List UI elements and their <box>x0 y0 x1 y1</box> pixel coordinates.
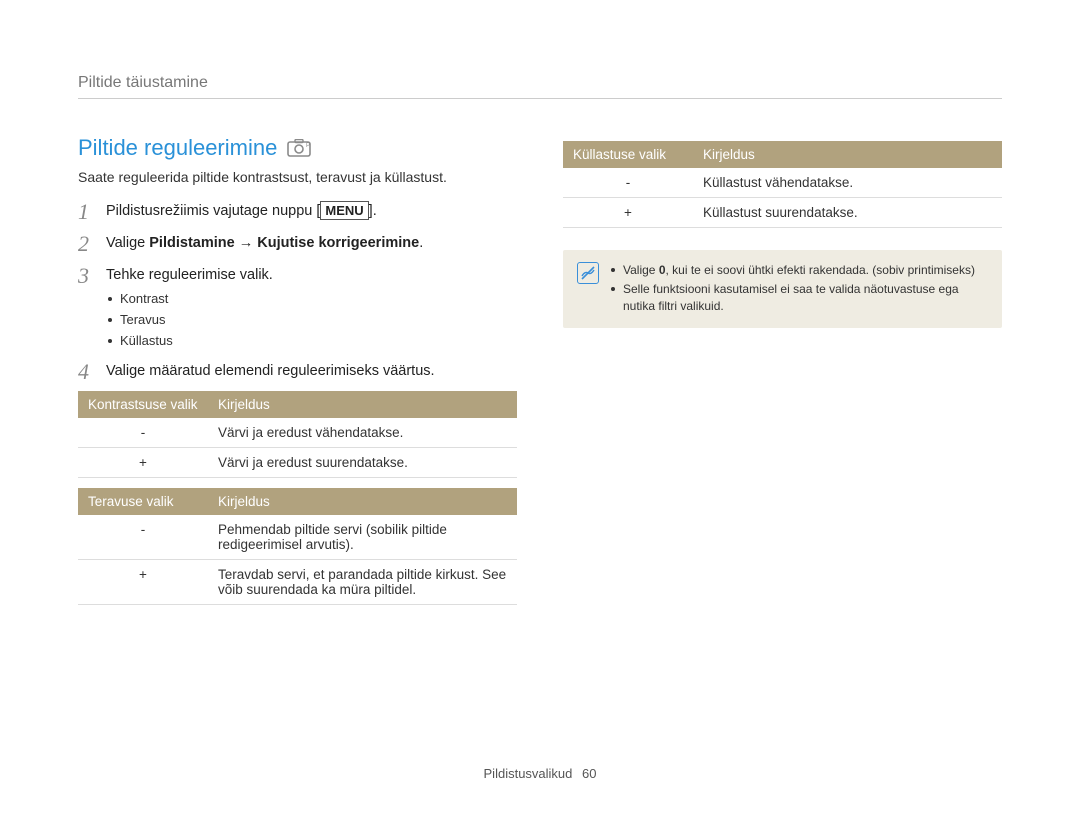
section-title: Piltide reguleerimine <box>78 135 277 161</box>
page-number: 60 <box>582 766 596 781</box>
section-title-row: Piltide reguleerimine P <box>78 135 517 161</box>
step-text: Tehke reguleerimise valik. <box>106 267 273 283</box>
table-header: Kirjeldus <box>693 141 1002 168</box>
bullet-item: Teravus <box>106 310 517 331</box>
table-row: - Värvi ja eredust vähendatakse. <box>78 418 517 448</box>
note-icon <box>577 262 599 284</box>
table-cell: Pehmendab piltide servi (sobilik piltide… <box>208 515 517 560</box>
breadcrumb: Piltide täiustamine <box>78 74 1002 99</box>
table-cell: Küllastust suurendatakse. <box>693 198 1002 228</box>
page-footer: Pildistusvalikud 60 <box>0 766 1080 781</box>
left-column: Piltide reguleerimine P Saate reguleerid… <box>78 135 517 615</box>
table-row: + Värvi ja eredust suurendatakse. <box>78 448 517 478</box>
table-cell: + <box>78 560 208 605</box>
footer-label: Pildistusvalikud <box>484 766 573 781</box>
step-3-bullets: Kontrast Teravus Küllastus <box>106 289 517 351</box>
table-row: - Küllastust vähendatakse. <box>563 168 1002 198</box>
step-text: Valige määratud elemendi reguleerimiseks… <box>106 363 435 379</box>
table-header: Kirjeldus <box>208 391 517 418</box>
bullet-item: Küllastus <box>106 331 517 352</box>
saturation-table: Küllastuse valik Kirjeldus - Küllastust … <box>563 141 1002 228</box>
step-number: 3 <box>78 263 96 287</box>
step-4: 4 Valige määratud elemendi reguleerimise… <box>78 359 517 383</box>
content-columns: Piltide reguleerimine P Saate reguleerid… <box>78 135 1002 615</box>
step-2: 2 Valige Pildistamine → Kujutise korrige… <box>78 231 517 255</box>
table-cell: Küllastust vähendatakse. <box>693 168 1002 198</box>
table-cell: Värvi ja eredust vähendatakse. <box>208 418 517 448</box>
step-1: 1 Pildistusrežiimis vajutage nuppu [MENU… <box>78 199 517 223</box>
svg-text:P: P <box>306 143 310 149</box>
table-header: Kirjeldus <box>208 488 517 515</box>
table-cell: Teravdab servi, et parandada piltide kir… <box>208 560 517 605</box>
table-cell: - <box>563 168 693 198</box>
note-item: Selle funktsiooni kasutamisel ei saa te … <box>611 281 988 315</box>
sharpness-table: Teravuse valik Kirjeldus - Pehmendab pil… <box>78 488 517 605</box>
right-column: Küllastuse valik Kirjeldus - Küllastust … <box>563 135 1002 615</box>
table-row: + Küllastust suurendatakse. <box>563 198 1002 228</box>
table-cell: + <box>78 448 208 478</box>
table-header: Küllastuse valik <box>563 141 693 168</box>
table-row: - Pehmendab piltide servi (sobilik pilti… <box>78 515 517 560</box>
bullet-item: Kontrast <box>106 289 517 310</box>
note-list: Valige 0, kui te ei soovi ühtki efekti r… <box>611 262 988 316</box>
step-number: 1 <box>78 199 96 223</box>
step-text: Pildistusrežiimis vajutage nuppu [MENU]. <box>106 203 377 219</box>
step-number: 2 <box>78 231 96 255</box>
table-cell: - <box>78 515 208 560</box>
table-header: Teravuse valik <box>78 488 208 515</box>
table-row: + Teravdab servi, et parandada piltide k… <box>78 560 517 605</box>
note-item: Valige 0, kui te ei soovi ühtki efekti r… <box>611 262 988 279</box>
step-text: Valige Pildistamine → Kujutise korrigeer… <box>106 235 423 251</box>
table-cell: - <box>78 418 208 448</box>
steps-list: 1 Pildistusrežiimis vajutage nuppu [MENU… <box>78 199 517 383</box>
camera-icon: P <box>287 139 311 157</box>
menu-chip: MENU <box>320 201 368 220</box>
contrast-table: Kontrastsuse valik Kirjeldus - Värvi ja … <box>78 391 517 478</box>
section-intro: Saate reguleerida piltide kontrastsust, … <box>78 169 517 185</box>
table-cell: + <box>563 198 693 228</box>
table-header: Kontrastsuse valik <box>78 391 208 418</box>
step-number: 4 <box>78 359 96 383</box>
table-cell: Värvi ja eredust suurendatakse. <box>208 448 517 478</box>
note-box: Valige 0, kui te ei soovi ühtki efekti r… <box>563 250 1002 328</box>
step-3: 3 Tehke reguleerimise valik. Kontrast Te… <box>78 263 517 351</box>
